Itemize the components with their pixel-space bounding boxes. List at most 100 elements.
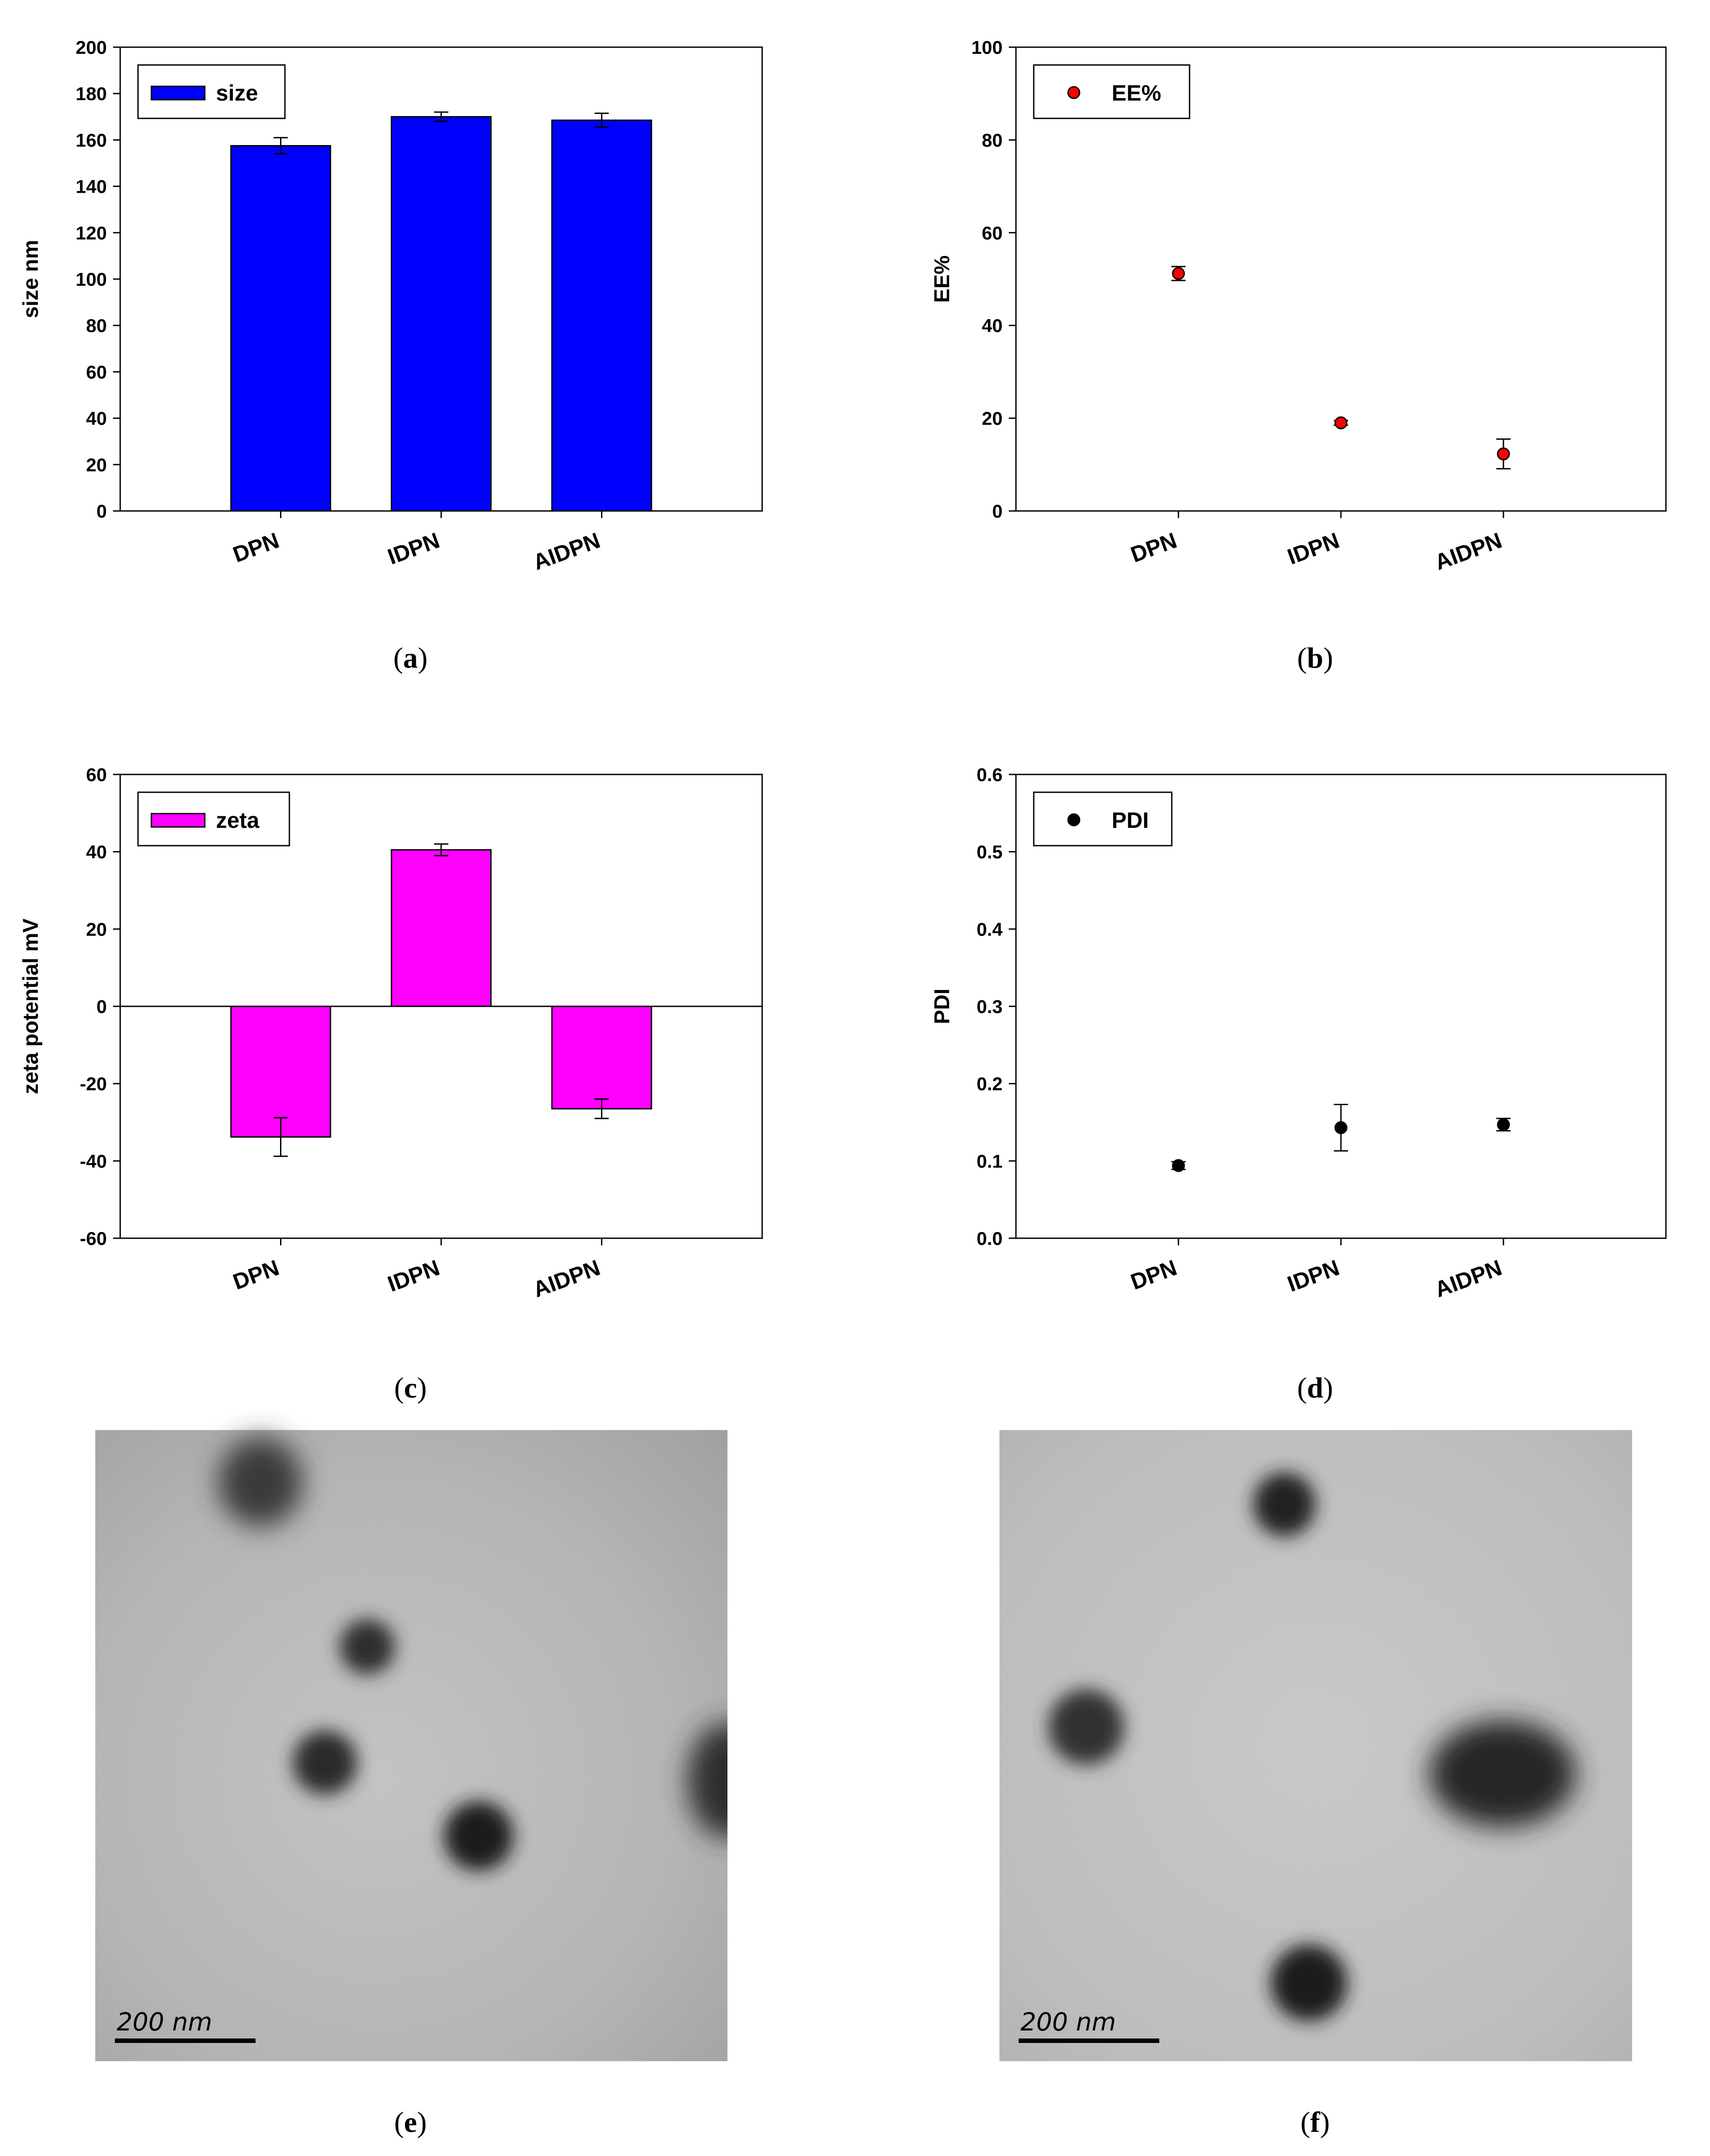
x-tick-label: AIDPN [1431, 528, 1505, 575]
svg-text:(f): (f) [1300, 2106, 1330, 2139]
y-tick-label: 0 [992, 501, 1003, 522]
panel-caption-d: (d) [1297, 1372, 1333, 1404]
chart-d: 0.0 0.1 0.2 0.3 0.4 0.5 0.6 PDI DPN IDPN AIDPN PDI [930, 764, 1667, 1302]
x-tick-label: AIDPN [530, 1255, 603, 1302]
chart-a: 0 20 40 60 80 100 120 140 160 180 200 size nm DPN IDP… [19, 37, 763, 575]
y-axis-label: size nm [19, 240, 43, 318]
x-tick-label: IDPN [384, 1255, 443, 1297]
legend-label: size [216, 81, 258, 105]
error-bar [434, 843, 448, 856]
y-tick-label: 100 [971, 37, 1003, 58]
bar [551, 1005, 652, 1110]
y-tick-label: 0.0 [977, 1228, 1003, 1249]
data-point [1334, 416, 1348, 430]
svg-text:(b): (b) [1297, 642, 1333, 674]
y-tick-label: 0 [97, 996, 107, 1017]
svg-text:(a): (a) [394, 642, 428, 674]
bar [551, 119, 652, 512]
data-point [1172, 1159, 1185, 1172]
y-axis-label: zeta potential mV [19, 919, 43, 1094]
y-axis-label: EE% [930, 255, 954, 303]
legend: zeta [137, 791, 290, 847]
error-bar [273, 137, 288, 155]
panel-caption-f: (f) [1300, 2106, 1330, 2139]
y-tick-label: 20 [982, 408, 1003, 429]
y-tick-label: 180 [76, 83, 107, 104]
legend: size [137, 64, 286, 119]
bar [230, 1005, 331, 1138]
bar [390, 116, 492, 512]
y-tick-label: 200 [76, 37, 107, 58]
chart-c: -60 -40 -20 0 20 40 60 zeta potential mV DPN IDPN… [19, 764, 763, 1302]
x-tick-label: AIDPN [1431, 1255, 1505, 1302]
y-tick-label: 140 [76, 176, 107, 197]
x-tick-label: DPN [1127, 1255, 1180, 1295]
y-tick-label: 100 [76, 269, 107, 290]
svg-text:(c): (c) [394, 1372, 426, 1404]
nanoparticle-e-2 [340, 1619, 395, 1674]
y-tick-label: 80 [86, 315, 107, 336]
y-tick-label: 0.4 [977, 919, 1003, 940]
bar [390, 849, 492, 1007]
y-tick-label: 60 [86, 361, 107, 382]
x-tick-label: IDPN [1284, 528, 1342, 569]
y-tick-label: 60 [86, 764, 107, 785]
y-tick-label: 0.2 [977, 1074, 1003, 1094]
x-tick-label: DPN [230, 528, 282, 567]
data-point [1334, 1121, 1348, 1135]
y-tick-label: 20 [86, 454, 107, 475]
legend-box [1033, 64, 1190, 119]
x-tick-label: AIDPN [530, 528, 603, 575]
panel-caption-c: (c) [394, 1372, 426, 1404]
x-tick-label: DPN [1127, 528, 1180, 567]
legend-swatch [150, 85, 206, 101]
legend: PDI [1033, 791, 1173, 847]
y-tick-label: 40 [982, 315, 1003, 336]
legend-box [1033, 791, 1173, 847]
nanoparticle-f-4 [1271, 1945, 1347, 2021]
svg-text:(e): (e) [394, 2106, 426, 2139]
bar [230, 145, 331, 512]
y-tick-label: 20 [86, 919, 107, 940]
nanoparticle-e-4 [444, 1801, 513, 1871]
y-tick-label: -40 [80, 1151, 107, 1171]
y-tick-label: 80 [982, 130, 1003, 150]
nanoparticle-f-1 [1253, 1472, 1316, 1536]
y-tick-label: -60 [80, 1228, 107, 1249]
y-axis-label: PDI [930, 989, 954, 1024]
x-tick-label: DPN [230, 1255, 282, 1295]
y-tick-label: 60 [982, 223, 1003, 243]
scale-bar-label-f: 200 nm [1020, 2008, 1116, 2037]
y-tick-label: 160 [76, 130, 107, 150]
y-tick-label: -20 [80, 1074, 107, 1094]
legend-swatch [150, 813, 206, 828]
nanoparticle-f-3 [1429, 1720, 1576, 1827]
x-tick-label: IDPN [1284, 1255, 1342, 1297]
legend-marker [1067, 86, 1080, 99]
data-point [1497, 1118, 1510, 1131]
y-tick-label: 120 [76, 223, 107, 243]
data-point [1172, 267, 1185, 280]
y-tick-label: 0.1 [977, 1151, 1003, 1171]
error-bar [594, 112, 609, 128]
svg-text:(d): (d) [1297, 1372, 1333, 1404]
legend-label: zeta [216, 808, 260, 833]
nanoparticle-e-3 [293, 1730, 357, 1795]
error-bar [594, 1098, 609, 1119]
y-tick-label: 40 [86, 408, 107, 429]
legend: EE% [1033, 64, 1190, 119]
y-tick-label: 0.3 [977, 996, 1003, 1017]
error-bar [434, 111, 448, 122]
legend-marker [1067, 813, 1080, 827]
error-bar [273, 1117, 288, 1157]
legend-label: EE% [1112, 81, 1161, 105]
tem-image-f: 200 nm [999, 1430, 1632, 2061]
y-tick-label: 40 [86, 842, 107, 863]
panel-caption-b: (b) [1297, 642, 1333, 674]
y-tick-label: 0.6 [977, 764, 1003, 785]
panel-caption-e: (e) [394, 2106, 426, 2139]
y-tick-label: 0.5 [977, 842, 1003, 863]
x-tick-label: IDPN [384, 528, 443, 569]
panel-caption-a: (a) [394, 642, 428, 674]
chart-b: 0 20 40 60 80 100 EE% DPN IDPN AIDPN EE% [930, 37, 1667, 575]
